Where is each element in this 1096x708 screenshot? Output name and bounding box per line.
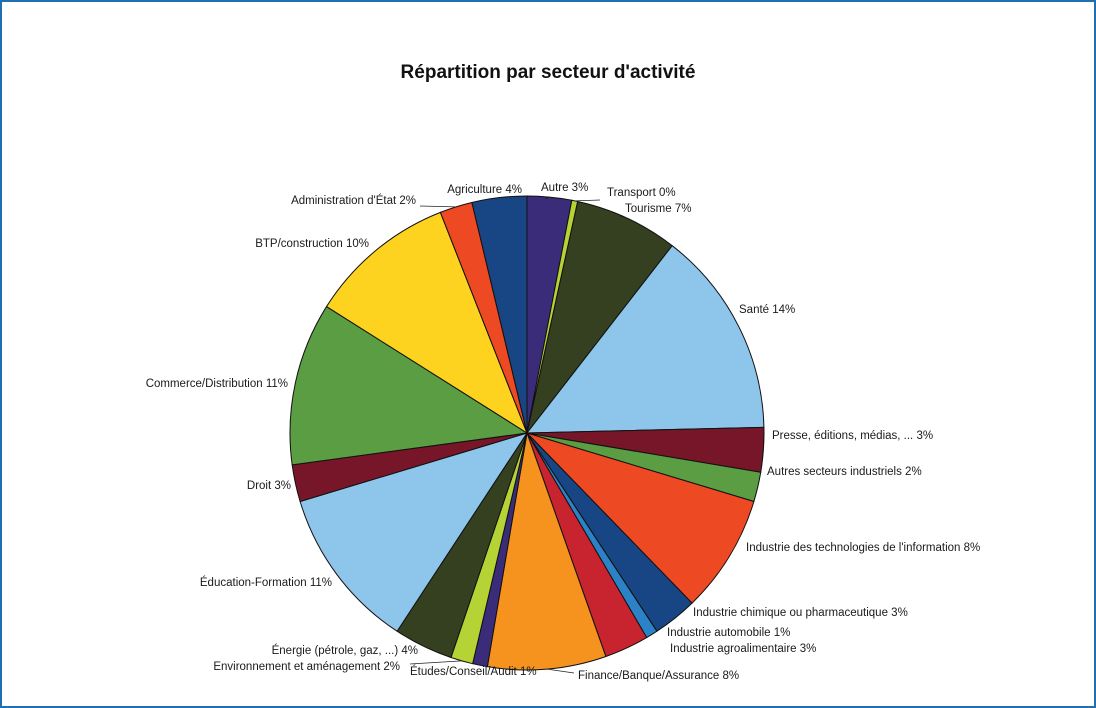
chart-title: Répartition par secteur d'activité (400, 62, 696, 83)
slice-label: Industrie automobile 1% (667, 627, 790, 639)
slice-label: Autre 3% (541, 182, 588, 194)
pie-slice (471, 195, 528, 434)
pie-slice (325, 211, 529, 435)
slice-label: Santé 14% (739, 304, 795, 316)
pie-slice (525, 244, 765, 434)
slice-label: Environnement et aménagement 2% (213, 661, 400, 673)
leader-line (544, 196, 550, 200)
slice-label: Industrie chimique ou pharmaceutique 3% (693, 607, 908, 619)
leader-line (409, 660, 462, 665)
slice-label: Industrie des technologies de l'informat… (746, 542, 980, 554)
leader-line (619, 215, 628, 219)
slice-label: Énergie (pétrole, gaz, ...) 4% (272, 644, 418, 657)
slice-label: Transport 0% (607, 187, 676, 199)
slice-label: BTP/construction 10% (255, 238, 369, 250)
pie-slice (525, 431, 755, 604)
slice-label: Autres secteurs industriels 2% (767, 466, 922, 478)
slice-label: Droit 3% (247, 480, 291, 492)
slice-label: Agriculture 4% (447, 184, 522, 196)
slice-label: Études/Conseil/Audit 1% (410, 665, 537, 678)
leader-line (419, 205, 456, 208)
pie-slice (289, 305, 529, 466)
pie-slice (299, 432, 529, 632)
slice-label: Commerce/Distribution 11% (146, 378, 288, 390)
slice-label: Finance/Banque/Assurance 8% (578, 670, 739, 682)
leader-line (423, 645, 429, 649)
slice-label: Tourisme 7% (625, 203, 691, 215)
slice-label: Presse, éditions, médias, ... 3% (772, 430, 933, 442)
slice-label: Administration d'État 2% (291, 194, 416, 207)
leader-line (547, 668, 575, 674)
slice-label: Éducation-Formation 11% (200, 576, 332, 589)
slice-label: Industrie agroalimentaire 3% (670, 643, 816, 655)
leader-line (574, 199, 601, 202)
